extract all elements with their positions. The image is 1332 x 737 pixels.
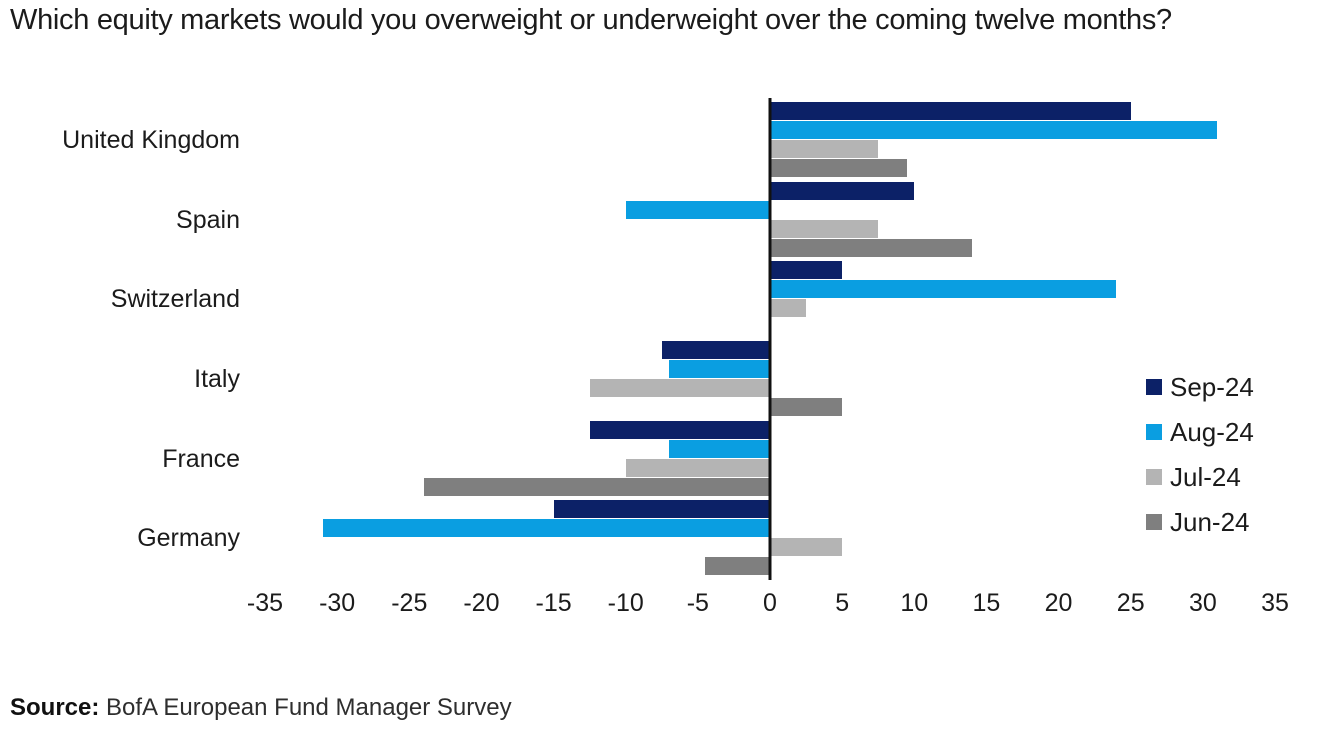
source-note: Source: BofA European Fund Manager Surve… bbox=[10, 694, 512, 722]
x-tick-25: 25 bbox=[1116, 589, 1145, 617]
bar-switzerland-aug-24 bbox=[770, 280, 1117, 299]
x-tick-0: 0 bbox=[763, 589, 777, 617]
category-label-germany: Germany bbox=[137, 524, 240, 553]
bar-italy-sep-24 bbox=[661, 341, 770, 359]
zero-axis-line bbox=[768, 98, 772, 580]
x-tick--35: -35 bbox=[246, 589, 284, 617]
bar-germany-sep-24 bbox=[553, 500, 770, 519]
legend-swatch-aug-24 bbox=[1146, 424, 1162, 440]
legend-entry-jul-24: Jul-24 bbox=[1146, 462, 1254, 492]
category-label-switzerland: Switzerland bbox=[110, 285, 240, 314]
legend-label-jun-24: Jun-24 bbox=[1170, 506, 1250, 537]
x-tick--30: -30 bbox=[319, 589, 356, 617]
x-tick--10: -10 bbox=[607, 589, 644, 617]
bar-spain-aug-24 bbox=[625, 200, 770, 219]
source-label: Source: bbox=[10, 694, 100, 721]
legend-swatch-jun-24 bbox=[1146, 514, 1162, 530]
bar-spain-sep-24 bbox=[770, 181, 915, 200]
legend-label-jul-24: Jul-24 bbox=[1170, 461, 1241, 492]
legend-label-sep-24: Sep-24 bbox=[1170, 371, 1254, 402]
bar-france-jun-24 bbox=[423, 477, 770, 496]
legend-entry-sep-24: Sep-24 bbox=[1146, 372, 1254, 402]
legend: Sep-24 Aug-24 Jul-24 Jun-24 bbox=[1146, 372, 1254, 552]
bar-switzerland-jul-24 bbox=[770, 299, 807, 318]
category-label-italy: Italy bbox=[194, 364, 240, 393]
bar-italy-jun-24 bbox=[770, 398, 843, 416]
bar-united-kingdom-sep-24 bbox=[770, 102, 1131, 120]
x-tick--20: -20 bbox=[463, 589, 500, 617]
plot-area bbox=[265, 98, 1275, 580]
legend-swatch-jul-24 bbox=[1146, 469, 1162, 485]
bar-spain-jul-24 bbox=[770, 219, 879, 238]
bar-united-kingdom-jul-24 bbox=[770, 140, 879, 158]
category-label-france: France bbox=[162, 444, 240, 473]
legend-label-aug-24: Aug-24 bbox=[1170, 416, 1254, 447]
x-tick-10: 10 bbox=[900, 589, 929, 617]
x-tick-5: 5 bbox=[835, 589, 850, 617]
x-tick-15: 15 bbox=[972, 589, 1001, 617]
x-tick-20: 20 bbox=[1044, 589, 1073, 617]
legend-entry-jun-24: Jun-24 bbox=[1146, 507, 1254, 537]
bar-france-sep-24 bbox=[589, 420, 770, 439]
bar-germany-aug-24 bbox=[322, 519, 770, 538]
category-label-united-kingdom: United Kingdom bbox=[62, 125, 240, 154]
bar-spain-jun-24 bbox=[770, 238, 972, 257]
x-tick--25: -25 bbox=[391, 589, 428, 617]
x-tick-30: 30 bbox=[1188, 589, 1217, 617]
bar-united-kingdom-aug-24 bbox=[770, 121, 1218, 139]
legend-swatch-sep-24 bbox=[1146, 379, 1162, 395]
x-tick--5: -5 bbox=[686, 589, 709, 617]
x-axis: -35 -30 -25 -20 -15 -10 -5 0 5 10 15 20 25 30 35 bbox=[247, 589, 1289, 623]
chart-title: Which equity markets would you overweigh… bbox=[10, 4, 1172, 36]
category-label-spain: Spain bbox=[176, 205, 240, 234]
bar-germany-jun-24 bbox=[705, 557, 770, 576]
bar-italy-aug-24 bbox=[669, 360, 770, 378]
bar-france-aug-24 bbox=[669, 439, 770, 458]
category-axis: United Kingdom Spain Switzerland Italy Franc… bbox=[0, 100, 240, 578]
bar-france-jul-24 bbox=[625, 458, 770, 477]
source-text: BofA European Fund Manager Survey bbox=[99, 694, 512, 721]
bar-united-kingdom-jun-24 bbox=[770, 159, 908, 177]
x-tick-35: 35 bbox=[1261, 589, 1289, 617]
bar-germany-jul-24 bbox=[770, 538, 843, 557]
bar-italy-jul-24 bbox=[589, 379, 770, 397]
legend-entry-aug-24: Aug-24 bbox=[1146, 417, 1254, 447]
bar-switzerland-sep-24 bbox=[770, 261, 843, 280]
x-tick--15: -15 bbox=[535, 589, 572, 617]
